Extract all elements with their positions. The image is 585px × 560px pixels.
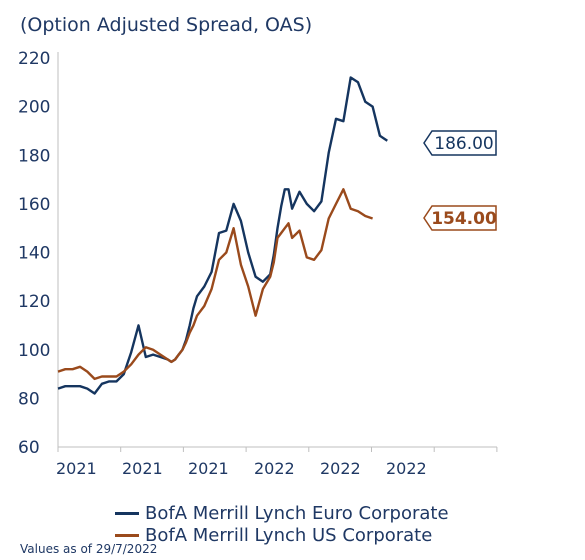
y-axis: 60 80 100 120 140 160 180 200 220 bbox=[18, 49, 59, 458]
x-tick-label: 2021 bbox=[122, 459, 163, 478]
y-tick-label: 200 bbox=[18, 98, 50, 118]
x-tick-label: 2021 bbox=[56, 459, 97, 478]
y-tick-label: 60 bbox=[18, 438, 40, 458]
callout-us: 154.00 bbox=[423, 205, 497, 231]
legend: BofA Merrill Lynch Euro Corporate BofA M… bbox=[115, 502, 449, 546]
chart-subtitle: (Option Adjusted Spread, OAS) bbox=[20, 14, 313, 36]
y-tick-label: 120 bbox=[18, 292, 50, 312]
legend-swatch-euro bbox=[115, 511, 139, 515]
legend-item-euro: BofA Merrill Lynch Euro Corporate bbox=[115, 502, 449, 524]
y-tick-label: 180 bbox=[18, 146, 50, 166]
legend-label-euro: BofA Merrill Lynch Euro Corporate bbox=[145, 502, 449, 524]
legend-swatch-us bbox=[115, 533, 139, 537]
end-value-callouts: 186.00 154.00 bbox=[423, 130, 497, 231]
callout-value: 154.00 bbox=[431, 209, 497, 229]
y-tick-label: 80 bbox=[18, 389, 40, 409]
series-line-us bbox=[57, 188, 373, 381]
series-lines bbox=[57, 76, 388, 395]
legend-label-us: BofA Merrill Lynch US Corporate bbox=[145, 524, 433, 546]
callout-euro: 186.00 bbox=[423, 130, 497, 156]
x-tick-label: 2021 bbox=[188, 459, 229, 478]
y-tick-label: 100 bbox=[18, 341, 50, 361]
x-tick-label: 2022 bbox=[386, 459, 427, 478]
y-tick-label: 140 bbox=[18, 244, 50, 264]
x-tick-label: 2022 bbox=[254, 459, 295, 478]
legend-item-us: BofA Merrill Lynch US Corporate bbox=[115, 524, 449, 546]
y-tick-label: 220 bbox=[18, 49, 50, 69]
footnote: Values as of 29/7/2022 bbox=[20, 542, 158, 556]
x-axis: 2021 2021 2021 2022 2022 2022 bbox=[56, 446, 498, 478]
y-tick-label: 160 bbox=[18, 195, 50, 215]
series-line-euro bbox=[57, 76, 388, 395]
callout-value: 186.00 bbox=[434, 134, 493, 154]
callout-box bbox=[423, 130, 497, 156]
x-tick-label: 2022 bbox=[320, 459, 361, 478]
callout-box bbox=[423, 205, 497, 231]
